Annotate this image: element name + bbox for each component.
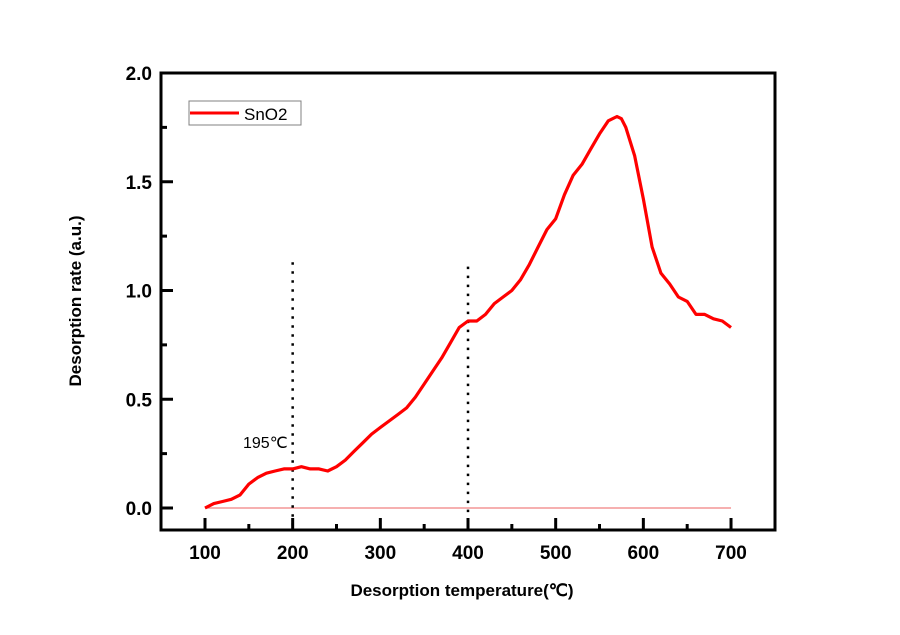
- plot-marks: [204, 114, 732, 530]
- peak-annotation: 195℃: [243, 435, 288, 452]
- y-tick-label-2.0: 2.0: [126, 64, 152, 85]
- plot-frame: [159, 71, 777, 532]
- legend-label-sno2: SnO2: [244, 105, 287, 124]
- x-axis-title: Desorption temperature(℃): [350, 581, 573, 600]
- x-tick-label-400: 400: [452, 543, 484, 564]
- x-tick-label-300: 300: [364, 543, 396, 564]
- y-tick-label-1.5: 1.5: [126, 173, 153, 194]
- x-tick-label-700: 700: [715, 543, 747, 564]
- legend: SnO2: [188, 100, 302, 126]
- y-axis: 0.0 0.5 1.0 1.5 2.0: [126, 64, 173, 520]
- series-line-sno2: [204, 114, 732, 510]
- x-tick-label-600: 600: [627, 543, 659, 564]
- x-tick-label-500: 500: [540, 543, 572, 564]
- y-tick-label-0.5: 0.5: [126, 390, 153, 411]
- x-axis: 100 200 300 400 500 600 700: [189, 518, 747, 564]
- y-tick-label-0.0: 0.0: [126, 499, 152, 520]
- y-axis-title: Desorption rate (a.u.): [66, 216, 85, 387]
- y-tick-label-1.0: 1.0: [126, 282, 152, 303]
- x-tick-label-200: 200: [277, 543, 309, 564]
- x-tick-label-100: 100: [189, 543, 221, 564]
